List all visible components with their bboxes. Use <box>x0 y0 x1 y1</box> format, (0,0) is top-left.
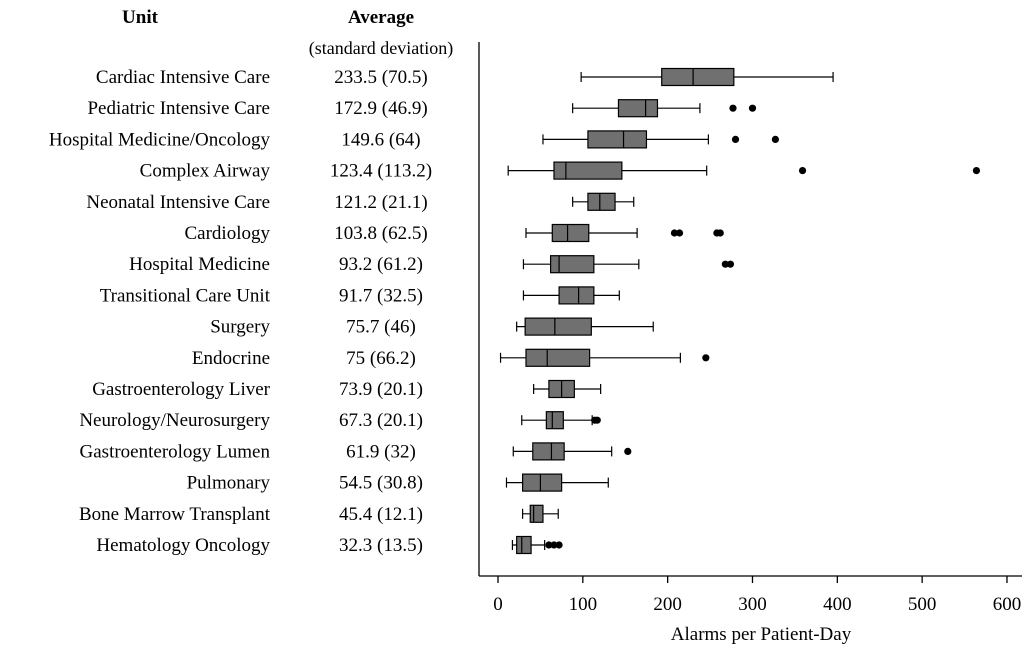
iqr-box <box>549 255 595 274</box>
x-tick-label: 400 <box>823 594 852 615</box>
iqr-box <box>516 535 532 555</box>
unit-name: Cardiology <box>185 223 271 244</box>
outlier-point <box>545 541 553 549</box>
outlier-point <box>550 541 558 549</box>
unit-name: Hematology Oncology <box>96 535 270 556</box>
iqr-box <box>558 286 595 305</box>
unit-average: 91.7 (32.5) <box>339 285 423 306</box>
unit-average: 45.4 (12.1) <box>339 504 423 525</box>
unit-average: 123.4 (113.2) <box>330 161 432 182</box>
unit-average: 172.9 (46.9) <box>334 98 427 119</box>
outlier-point <box>555 541 563 549</box>
iqr-box <box>587 130 648 149</box>
unit-name: Complex Airway <box>140 161 271 182</box>
outlier-point <box>593 416 601 424</box>
iqr-box <box>661 67 735 87</box>
unit-name: Transitional Care Unit <box>100 285 271 306</box>
x-tick-label: 100 <box>569 594 598 615</box>
unit-name: Pediatric Intensive Care <box>87 98 270 119</box>
iqr-box <box>587 192 616 211</box>
iqr-box <box>524 317 592 336</box>
header-unit: Unit <box>122 7 159 28</box>
x-tick-label: 500 <box>908 594 937 615</box>
outlier-point <box>972 167 981 175</box>
unit-name: Pulmonary <box>187 473 271 494</box>
unit-name: Neonatal Intensive Care <box>86 192 270 213</box>
unit-name: Endocrine <box>192 348 270 369</box>
header-average-subtitle: (standard deviation) <box>309 38 453 59</box>
unit-average: 32.3 (13.5) <box>339 535 423 556</box>
outlier-point <box>670 229 679 237</box>
outlier-point <box>624 447 632 455</box>
unit-average: 93.2 (61.2) <box>339 254 423 275</box>
unit-average: 121.2 (21.1) <box>334 192 427 213</box>
unit-name: Hospital Medicine/Oncology <box>49 129 271 150</box>
unit-name: Gastroenterology Liver <box>92 379 270 400</box>
outlier-point <box>721 260 729 268</box>
unit-average: 75 (66.2) <box>346 348 416 369</box>
outlier-point <box>675 229 684 237</box>
unit-average: 67.3 (20.1) <box>339 410 423 431</box>
x-tick-label: 200 <box>653 594 682 615</box>
outlier-point <box>716 229 724 237</box>
unit-name: Surgery <box>210 317 270 338</box>
header-average: Average <box>348 7 414 28</box>
outlier-point <box>726 260 735 268</box>
unit-name: Hospital Medicine <box>129 254 270 275</box>
outlier-point <box>729 104 737 112</box>
x-tick-label: 300 <box>738 594 767 615</box>
iqr-box <box>551 223 590 243</box>
iqr-box <box>553 161 623 180</box>
unit-name: Cardiac Intensive Care <box>96 67 270 88</box>
iqr-box <box>617 99 659 118</box>
outlier-point <box>702 354 710 362</box>
outlier-point <box>771 135 779 143</box>
unit-average: 73.9 (20.1) <box>339 379 423 400</box>
iqr-box <box>532 442 565 461</box>
outlier-point <box>748 104 757 112</box>
unit-average: 149.6 (64) <box>341 129 420 150</box>
plot-area: 0 100 200 300 400 500 600 Cardiac Intensive Car… <box>49 42 1022 615</box>
outlier-point <box>798 167 807 175</box>
x-tick-label: 0 <box>493 594 503 615</box>
unit-average: 103.8 (62.5) <box>334 223 427 244</box>
iqr-box <box>525 348 591 367</box>
iqr-box <box>529 504 544 523</box>
iqr-box <box>545 411 564 430</box>
unit-name: Bone Marrow Transplant <box>79 504 271 525</box>
unit-average: 233.5 (70.5) <box>334 67 427 88</box>
outlier-point <box>731 135 740 143</box>
unit-average: 61.9 (32) <box>346 441 416 462</box>
x-axis-label: Alarms per Patient-Day <box>671 624 852 645</box>
unit-average: 75.7 (46) <box>346 317 416 338</box>
iqr-box <box>522 473 563 492</box>
x-tick-label: 600 <box>993 594 1022 615</box>
unit-name: Gastroenterology Lumen <box>80 441 271 462</box>
unit-name: Neurology/Neurosurgery <box>79 410 270 431</box>
unit-average: 54.5 (30.8) <box>339 473 423 494</box>
